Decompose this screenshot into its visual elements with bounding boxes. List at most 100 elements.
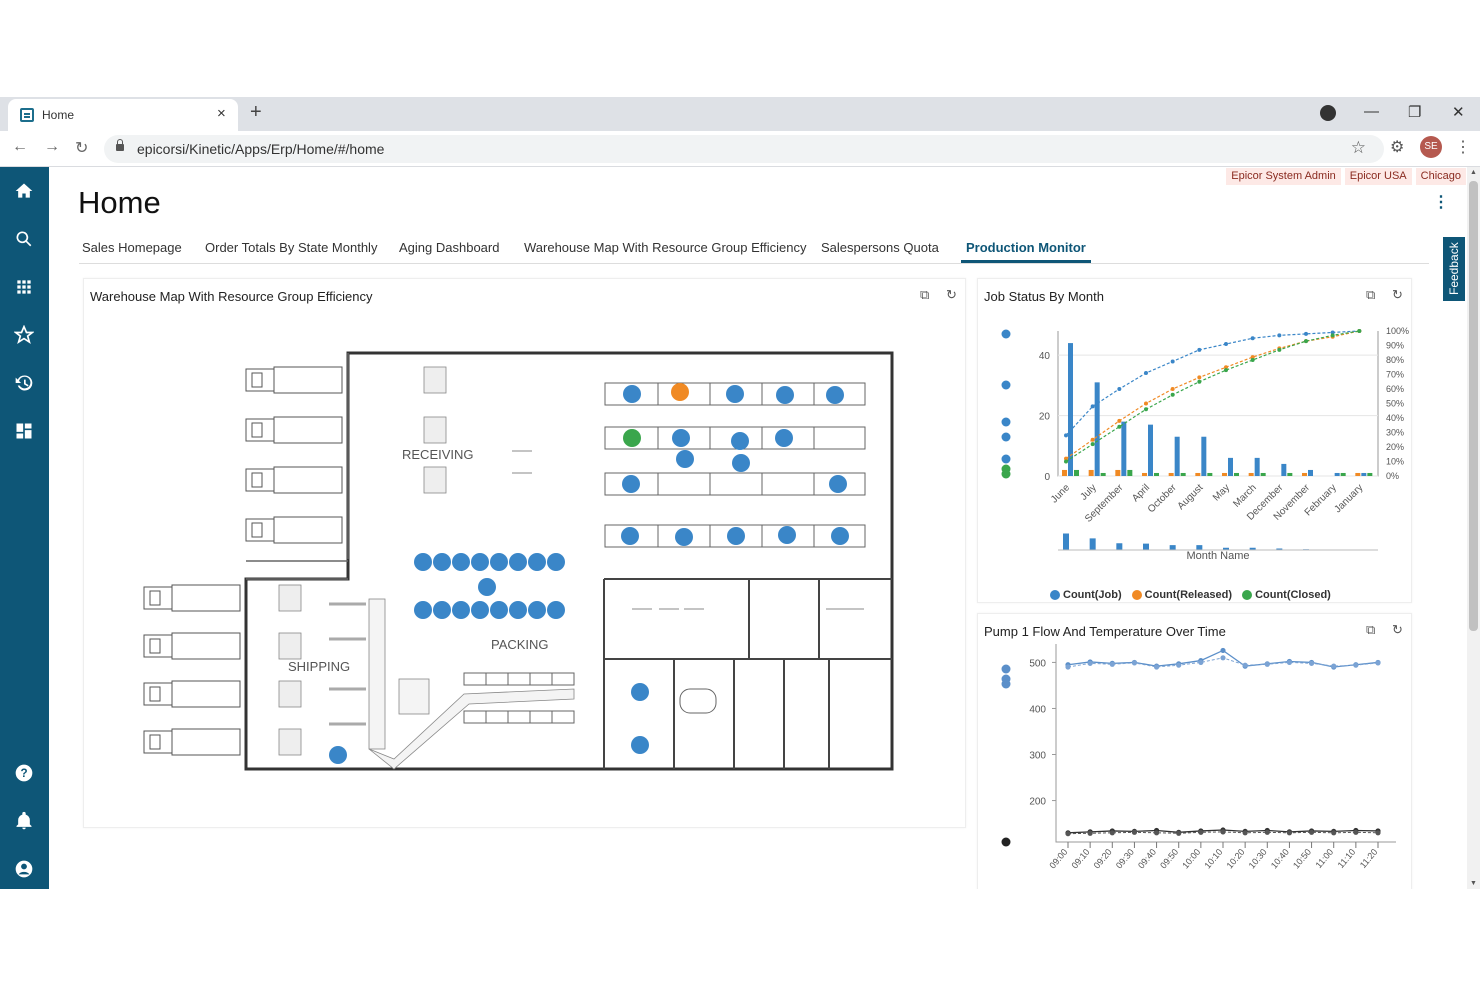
data-point[interactable]: [1286, 830, 1293, 836]
data-point[interactable]: [1131, 829, 1138, 835]
tab-sales-homepage[interactable]: Sales Homepage: [82, 240, 182, 255]
data-point[interactable]: [1087, 660, 1093, 666]
bar[interactable]: [1308, 469, 1313, 476]
data-point[interactable]: [1176, 662, 1182, 668]
bar[interactable]: [1154, 472, 1159, 476]
cumulative-point[interactable]: [1117, 387, 1122, 391]
profile-avatar[interactable]: SE: [1420, 136, 1442, 158]
resource-group-node[interactable]: [471, 553, 489, 571]
resource-group-node[interactable]: [509, 601, 527, 619]
job-status-chart[interactable]: 0 20 40 0% 10% 20% 30% 40% 50% 60% 70% 80% 90% 100% Ju…: [978, 279, 1413, 579]
cumulative-point[interactable]: [1144, 371, 1148, 376]
cumulative-point[interactable]: [1064, 433, 1068, 438]
scrollbar-thumb[interactable]: [1469, 181, 1478, 631]
resource-group-node[interactable]: [831, 527, 849, 545]
search-icon[interactable]: [12, 227, 36, 251]
cumulative-point[interactable]: [1357, 329, 1362, 333]
browser-tab[interactable]: Home ×: [8, 99, 238, 131]
cumulative-point[interactable]: [1330, 330, 1335, 335]
data-point[interactable]: [1242, 662, 1248, 668]
data-point[interactable]: [1131, 660, 1138, 666]
tab-production-monitor[interactable]: Production Monitor: [961, 240, 1091, 263]
bar[interactable]: [1100, 472, 1106, 476]
resource-group-node[interactable]: [452, 553, 470, 571]
feedback-button[interactable]: Feedback: [1443, 237, 1465, 301]
resource-group-node[interactable]: [631, 736, 649, 754]
cumulative-point[interactable]: [1117, 424, 1122, 429]
bar[interactable]: [1248, 472, 1254, 476]
data-point[interactable]: [1220, 829, 1226, 835]
extensions-icon[interactable]: ⚙: [1390, 139, 1405, 156]
cumulative-point[interactable]: [1304, 339, 1308, 344]
data-point[interactable]: [1153, 830, 1160, 836]
data-point[interactable]: [1087, 830, 1093, 836]
current-site[interactable]: Chicago: [1415, 168, 1466, 185]
tab-warehouse-map[interactable]: Warehouse Map With Resource Group Effici…: [524, 240, 807, 255]
resource-group-node[interactable]: [676, 450, 694, 468]
restore-icon[interactable]: ❐: [1408, 104, 1422, 121]
resource-group-node[interactable]: [672, 429, 690, 447]
resource-group-node[interactable]: [775, 429, 793, 447]
current-company[interactable]: Epicor USA: [1344, 168, 1412, 185]
bar[interactable]: [1068, 343, 1073, 476]
resource-group-node[interactable]: [623, 385, 641, 403]
resource-group-node[interactable]: [631, 683, 649, 701]
resource-group-node[interactable]: [776, 386, 794, 404]
cumulative-point[interactable]: [1250, 336, 1255, 341]
resource-group-node[interactable]: [433, 553, 451, 571]
data-point[interactable]: [1153, 664, 1160, 670]
cumulative-point[interactable]: [1197, 379, 1202, 384]
data-point[interactable]: [1331, 830, 1337, 836]
url-text[interactable]: epicorsi/Kinetic/Apps/Erp/Home/#/home: [137, 141, 385, 157]
forward-icon[interactable]: →: [44, 138, 60, 155]
data-point[interactable]: [1286, 659, 1293, 666]
open-external-icon[interactable]: ⧉: [1366, 287, 1376, 302]
scroll-down-icon[interactable]: ▼: [1470, 880, 1477, 887]
cumulative-point[interactable]: [1170, 392, 1175, 397]
resource-group-node[interactable]: [471, 601, 489, 619]
bell-icon[interactable]: [12, 809, 36, 833]
cumulative-point[interactable]: [1064, 456, 1068, 461]
cumulative-point[interactable]: [1197, 347, 1202, 352]
data-point[interactable]: [1198, 829, 1204, 835]
bar[interactable]: [1195, 472, 1201, 476]
tab-order-totals[interactable]: Order Totals By State Monthly: [205, 240, 378, 255]
refresh-icon[interactable]: ↻: [1392, 622, 1403, 637]
close-tab-icon[interactable]: ×: [217, 105, 226, 122]
cumulative-point[interactable]: [1250, 355, 1255, 360]
data-point[interactable]: [1308, 829, 1315, 835]
bar[interactable]: [1367, 472, 1373, 476]
resource-group-node[interactable]: [727, 527, 745, 545]
bar[interactable]: [1260, 472, 1266, 476]
dashboard-icon[interactable]: [12, 419, 36, 443]
cumulative-point[interactable]: [1064, 459, 1068, 464]
legend-item[interactable]: Count(Job): [1050, 589, 1122, 601]
new-tab-button[interactable]: +: [250, 101, 262, 123]
bar[interactable]: [1302, 472, 1307, 476]
bar[interactable]: [1355, 472, 1361, 476]
data-point[interactable]: [1375, 830, 1381, 836]
data-point[interactable]: [1375, 660, 1381, 666]
refresh-icon[interactable]: ↻: [946, 287, 957, 302]
bar[interactable]: [1127, 469, 1133, 476]
minimize-icon[interactable]: —: [1364, 103, 1379, 120]
bar[interactable]: [1168, 472, 1174, 476]
resource-group-node[interactable]: [452, 601, 470, 619]
resource-group-node[interactable]: [528, 601, 546, 619]
resource-group-node[interactable]: [509, 553, 527, 571]
cumulative-point[interactable]: [1224, 368, 1228, 373]
browser-menu-icon[interactable]: ⋮: [1455, 139, 1471, 156]
cumulative-point[interactable]: [1330, 333, 1335, 338]
tab-search-icon[interactable]: [1320, 105, 1336, 121]
home-icon[interactable]: [12, 179, 36, 203]
data-point[interactable]: [1353, 662, 1359, 668]
cumulative-point[interactable]: [1277, 347, 1282, 352]
data-point[interactable]: [1264, 829, 1270, 835]
resource-group-node[interactable]: [623, 429, 641, 447]
close-window-icon[interactable]: ✕: [1452, 104, 1465, 121]
resource-group-node[interactable]: [528, 553, 546, 571]
resource-group-node[interactable]: [829, 475, 847, 493]
resource-group-node[interactable]: [490, 601, 508, 619]
data-point[interactable]: [1308, 660, 1315, 666]
resource-group-node[interactable]: [671, 383, 689, 401]
